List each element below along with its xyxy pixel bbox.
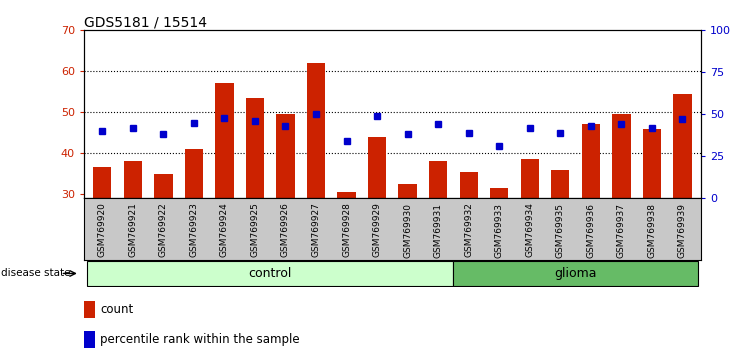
Bar [643,129,661,198]
Bar [307,63,325,198]
Text: GDS5181 / 15514: GDS5181 / 15514 [84,16,207,30]
Bar [490,188,508,198]
Text: GSM769920: GSM769920 [98,202,107,257]
Bar [337,192,356,198]
Bar [84,301,95,318]
Bar [277,114,295,198]
Bar [185,149,203,198]
Text: glioma: glioma [554,267,597,280]
Text: GSM769923: GSM769923 [189,202,199,257]
Bar [368,137,386,198]
Text: GSM769936: GSM769936 [586,202,596,258]
Bar [154,173,172,198]
Text: GSM769921: GSM769921 [128,202,137,257]
Bar [123,161,142,198]
Text: disease state: disease state [1,268,70,279]
Bar [215,84,234,198]
Bar [93,167,112,198]
FancyBboxPatch shape [453,261,698,286]
Bar [246,98,264,198]
Text: GSM769932: GSM769932 [464,202,473,257]
Bar [460,172,478,198]
Text: GSM769924: GSM769924 [220,202,229,257]
Text: GSM769938: GSM769938 [648,202,656,258]
Text: GSM769937: GSM769937 [617,202,626,258]
Bar [582,124,600,198]
FancyBboxPatch shape [87,261,453,286]
Text: GSM769939: GSM769939 [678,202,687,258]
Bar [612,114,631,198]
Bar [399,184,417,198]
Text: percentile rank within the sample: percentile rank within the sample [100,333,299,346]
Text: GSM769931: GSM769931 [434,202,442,258]
Text: GSM769928: GSM769928 [342,202,351,257]
Text: GSM769922: GSM769922 [159,202,168,257]
Text: control: control [248,267,292,280]
Bar [429,161,447,198]
Text: GSM769934: GSM769934 [526,202,534,257]
Text: GSM769926: GSM769926 [281,202,290,257]
Bar [84,331,95,348]
Text: GSM769927: GSM769927 [312,202,320,257]
Text: count: count [100,303,134,316]
Text: GSM769925: GSM769925 [250,202,259,257]
Text: GSM769930: GSM769930 [403,202,412,258]
Text: GSM769929: GSM769929 [372,202,382,257]
Bar [673,94,691,198]
Bar [551,170,569,198]
Bar [520,159,539,198]
Text: GSM769933: GSM769933 [495,202,504,258]
Text: GSM769935: GSM769935 [556,202,565,258]
